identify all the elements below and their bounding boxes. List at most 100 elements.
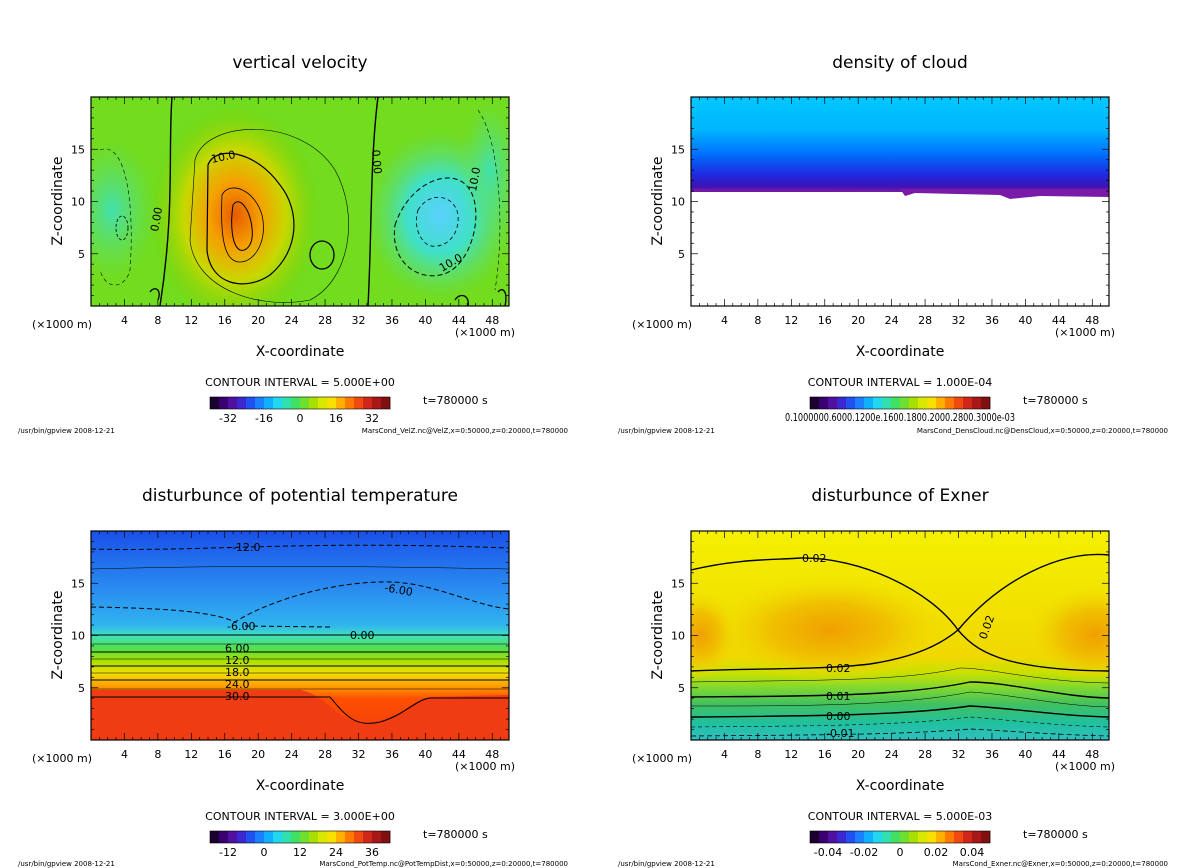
colorbar-tick-label: 0 xyxy=(261,846,268,859)
colorbar-tick-label: 16 xyxy=(329,412,343,425)
colorbar-swatch xyxy=(873,831,883,843)
x-tick-label: 44 xyxy=(1052,314,1066,327)
footer-right: MarsCond_VelZ.nc@VelZ,x=0:50000,z=0:2000… xyxy=(362,427,568,435)
colorbar-swatch xyxy=(846,831,856,843)
colorbar-swatch xyxy=(882,831,892,843)
colorbar-swatch xyxy=(981,831,991,843)
colorbar-swatch xyxy=(819,397,829,409)
colorbar-swatch xyxy=(837,831,847,843)
time-label: t=780000 s xyxy=(423,394,488,407)
x-tick-label: 8 xyxy=(754,314,761,327)
contour-label: 0.00 xyxy=(148,206,165,232)
colorbar-swatch xyxy=(828,831,838,843)
colorbar-swatch xyxy=(372,397,382,409)
x-tick-label: 44 xyxy=(452,314,466,327)
x-tick-label: 12 xyxy=(184,748,198,761)
colorbar-swatch xyxy=(381,397,391,409)
colorbar-swatch xyxy=(363,831,373,843)
x-tick-label: 28 xyxy=(318,314,332,327)
colorbar-swatch xyxy=(219,397,229,409)
colorbar-swatch xyxy=(819,831,829,843)
x-tick-label: 16 xyxy=(818,748,832,761)
colorbar-swatch xyxy=(981,397,991,409)
x-unit-right: (×1000 m) xyxy=(1055,326,1115,339)
contour-label: 0.00 xyxy=(826,710,851,723)
colorbar-tick-label: 0.04 xyxy=(960,846,985,859)
colorbar-swatch xyxy=(354,831,364,843)
x-axis-label: X-coordinate xyxy=(256,778,345,794)
colorbar-swatch xyxy=(900,831,910,843)
colorbar-swatch xyxy=(210,397,220,409)
colorbar-frame xyxy=(809,830,991,844)
footer-left: /usr/bin/gpview 2008-12-21 xyxy=(618,427,715,435)
colorbar-swatch xyxy=(336,397,346,409)
y-tick-label: 15 xyxy=(71,143,85,156)
colorbar-frame xyxy=(209,396,391,410)
contour-label: -6.00 xyxy=(383,581,413,599)
footer-left: /usr/bin/gpview 2008-12-21 xyxy=(18,427,115,435)
contour-label: 10.0 xyxy=(210,148,237,166)
colorbar-swatch xyxy=(972,397,982,409)
x-tick-label: 40 xyxy=(1018,748,1032,761)
colorbar-swatch xyxy=(219,831,229,843)
colorbar-swatch xyxy=(909,831,919,843)
colorbar-swatch xyxy=(300,831,310,843)
colorbar-tick-label: 32 xyxy=(365,412,379,425)
potential-temperature-field xyxy=(91,531,509,740)
contour-label: 18.0 xyxy=(225,666,250,679)
x-tick-label: 20 xyxy=(251,748,265,761)
cloud-density-field xyxy=(691,97,1109,306)
colorbar-swatch xyxy=(846,397,856,409)
colorbar-tick-label: -32 xyxy=(219,412,237,425)
colorbar-frame xyxy=(809,396,991,410)
colorbar-swatch xyxy=(381,831,391,843)
colorbar-swatch xyxy=(810,397,820,409)
x-unit-right: (×1000 m) xyxy=(455,760,515,773)
chart-title: disturbunce of Exner xyxy=(811,486,988,506)
x-tick-label: 36 xyxy=(985,314,999,327)
contour-label: 30.0 xyxy=(225,690,250,703)
colorbar-tick-label: 0.02 xyxy=(924,846,949,859)
contour-label: 10.0 xyxy=(466,166,483,192)
colorbar-swatch xyxy=(963,397,973,409)
x-unit-left: (×1000 m) xyxy=(632,752,692,765)
x-tick-label: 40 xyxy=(418,748,432,761)
y-tick-label: 10 xyxy=(71,196,85,209)
x-tick-label: 28 xyxy=(318,748,332,761)
contour-label: 0.02 xyxy=(802,552,827,565)
colorbar-swatch xyxy=(246,397,256,409)
footer-left: /usr/bin/gpview 2008-12-21 xyxy=(18,860,115,868)
chart-title: disturbunce of potential temperature xyxy=(142,486,458,506)
colorbar-swatch xyxy=(855,831,865,843)
x-tick-label: 32 xyxy=(352,314,366,327)
contour-label: -0.01 xyxy=(826,727,854,740)
y-tick-label: 10 xyxy=(671,196,685,209)
contour-interval: CONTOUR INTERVAL = 5.000E+00 xyxy=(205,376,395,389)
contour-label: 0.02 xyxy=(826,662,851,675)
x-unit-right: (×1000 m) xyxy=(455,326,515,339)
x-tick-label: 8 xyxy=(154,314,161,327)
colorbar-tick-label: -12 xyxy=(219,846,237,859)
x-tick-label: 48 xyxy=(485,314,499,327)
x-tick-label: 40 xyxy=(1018,314,1032,327)
colorbar-swatch xyxy=(237,831,247,843)
colorbar-swatch xyxy=(909,397,919,409)
x-tick-label: 12 xyxy=(784,748,798,761)
colorbar-swatch xyxy=(837,397,847,409)
x-tick-label: 32 xyxy=(952,748,966,761)
colorbar-swatch xyxy=(927,397,937,409)
x-tick-label: 4 xyxy=(121,314,128,327)
contour-label: 6.00 xyxy=(225,642,250,655)
y-tick-label: 15 xyxy=(671,143,685,156)
x-tick-label: 16 xyxy=(218,314,232,327)
colorbar-swatch xyxy=(210,831,220,843)
colorbar-swatch xyxy=(873,397,883,409)
colorbar-swatch xyxy=(918,397,928,409)
colorbar-swatch xyxy=(309,831,319,843)
x-tick-label: 4 xyxy=(121,748,128,761)
colorbar-swatch xyxy=(273,831,283,843)
x-tick-label: 24 xyxy=(285,314,299,327)
x-tick-label: 44 xyxy=(1052,748,1066,761)
colorbar-tick-label: -16 xyxy=(255,412,273,425)
y-axis-label: Z-coordinate xyxy=(50,590,66,679)
